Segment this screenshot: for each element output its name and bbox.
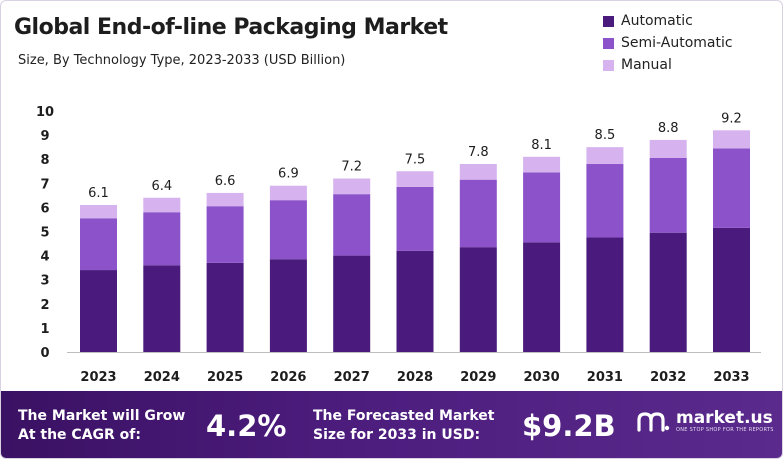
bar-segment-semi-automatic <box>269 200 307 260</box>
bar-segment-semi-automatic <box>80 218 117 271</box>
chart-subtitle: Size, By Technology Type, 2023-2033 (USD… <box>18 53 346 68</box>
bar-segment-semi-automatic <box>396 186 434 251</box>
stacked-bar-chart: 0 1 2 3 4 5 6 7 8 9 10 6.1 2023 6.4 2024 6.6 2025 6.9 2026… <box>36 105 761 385</box>
x-tick-label: 2028 <box>397 370 433 385</box>
x-tick-label: 2031 <box>587 370 623 385</box>
brand-tagline: ONE STOP SHOP FOR THE REPORTS <box>676 427 774 433</box>
bar-total-label: 8.5 <box>595 128 616 143</box>
bar-segment-automatic <box>333 255 371 352</box>
legend-item-manual: Manual <box>603 54 733 76</box>
bar-total-label: 6.6 <box>215 174 236 189</box>
legend-label-automatic: Automatic <box>621 13 693 29</box>
bar-segment-semi-automatic <box>523 172 561 243</box>
x-tick-label: 2024 <box>144 370 180 385</box>
bar-segment-automatic <box>586 237 624 352</box>
bar-segment-manual <box>713 130 750 149</box>
bar-total-label: 7.2 <box>341 159 362 174</box>
bar-segment-automatic <box>206 262 244 352</box>
cagr-value: 4.2% <box>206 409 287 443</box>
x-tick-label: 2033 <box>713 370 749 385</box>
bar-segment-semi-automatic <box>143 212 181 266</box>
y-tick-label: 6 <box>40 201 49 216</box>
bar-total-label: 8.8 <box>658 121 679 136</box>
cagr-caption-line1: The Market will Grow <box>18 408 186 424</box>
chart-legend: Automatic Semi-Automatic Manual <box>603 10 733 76</box>
legend-swatch-automatic <box>603 15 614 27</box>
bar-segment-manual <box>586 147 624 165</box>
bar-segment-manual <box>80 204 117 219</box>
cagr-caption-line2: At the CAGR of: <box>18 427 141 443</box>
bar-segment-automatic <box>396 250 434 352</box>
x-tick-label: 2027 <box>334 370 370 385</box>
brand: market.us ONE STOP SHOP FOR THE REPORTS <box>636 408 774 434</box>
bar-segment-automatic <box>143 265 181 352</box>
x-tick-label: 2029 <box>460 370 496 385</box>
forecast-value: $9.2B <box>522 409 616 443</box>
bar-segment-automatic <box>713 227 750 352</box>
brand-name: market.us <box>676 408 773 428</box>
y-tick-label: 7 <box>40 177 49 192</box>
bar-segment-automatic <box>80 270 117 352</box>
bar-segment-manual <box>269 185 307 201</box>
x-tick-label: 2032 <box>650 370 686 385</box>
bar-segment-automatic <box>459 247 497 352</box>
legend-swatch-manual <box>603 59 614 71</box>
bar-segment-semi-automatic <box>333 194 371 256</box>
bar-segment-automatic <box>649 232 687 352</box>
bar-segment-manual <box>396 171 434 187</box>
bar-segment-automatic <box>269 259 307 352</box>
bar-total-label: 6.4 <box>151 179 172 194</box>
legend-swatch-semi-automatic <box>603 37 614 49</box>
bar-segment-automatic <box>523 242 561 352</box>
y-tick-label: 4 <box>40 250 49 265</box>
bar-segment-semi-automatic <box>206 206 244 263</box>
bar-segment-semi-automatic <box>586 164 624 238</box>
footer-banner: The Market will Grow At the CAGR of: 4.2… <box>1 391 782 458</box>
legend-item-automatic: Automatic <box>603 10 733 32</box>
bar-segment-semi-automatic <box>713 148 750 228</box>
bar-segment-semi-automatic <box>459 179 497 248</box>
x-tick-label: 2025 <box>207 370 243 385</box>
legend-label-semi-automatic: Semi-Automatic <box>621 35 733 51</box>
bar-total-label: 6.9 <box>278 167 299 182</box>
y-tick-label: 0 <box>40 346 49 361</box>
bar-segment-semi-automatic <box>649 157 687 233</box>
y-tick-label: 10 <box>36 105 54 120</box>
bar-segment-manual <box>523 156 561 173</box>
x-tick-label: 2023 <box>80 370 116 385</box>
bar-segment-manual <box>649 139 687 158</box>
bar-total-label: 7.8 <box>468 145 489 160</box>
legend-label-manual: Manual <box>621 57 672 73</box>
x-tick-label: 2026 <box>270 370 306 385</box>
legend-item-semi-automatic: Semi-Automatic <box>603 32 733 54</box>
x-tick-label: 2030 <box>524 370 560 385</box>
bar-segment-manual <box>459 164 497 180</box>
bar-total-label: 7.5 <box>405 152 426 167</box>
y-tick-label: 2 <box>40 298 49 313</box>
y-tick-label: 3 <box>40 274 49 289</box>
bar-segment-manual <box>206 192 244 207</box>
bar-total-label: 9.2 <box>721 111 742 126</box>
bar-segment-manual <box>143 197 181 213</box>
bar-total-label: 8.1 <box>531 138 552 153</box>
forecast-caption-line1: The Forecasted Market <box>313 408 495 424</box>
y-tick-label: 5 <box>40 226 49 241</box>
market-us-logo-icon <box>637 412 670 432</box>
chart-title: Global End-of-line Packaging Market <box>14 15 448 40</box>
forecast-caption-line2: Size for 2033 in USD: <box>313 427 481 443</box>
bar-total-label: 6.1 <box>88 186 109 201</box>
bar-segment-manual <box>333 178 371 195</box>
y-tick-label: 1 <box>40 322 49 337</box>
y-tick-label: 9 <box>40 129 49 144</box>
y-tick-label: 8 <box>40 153 49 168</box>
